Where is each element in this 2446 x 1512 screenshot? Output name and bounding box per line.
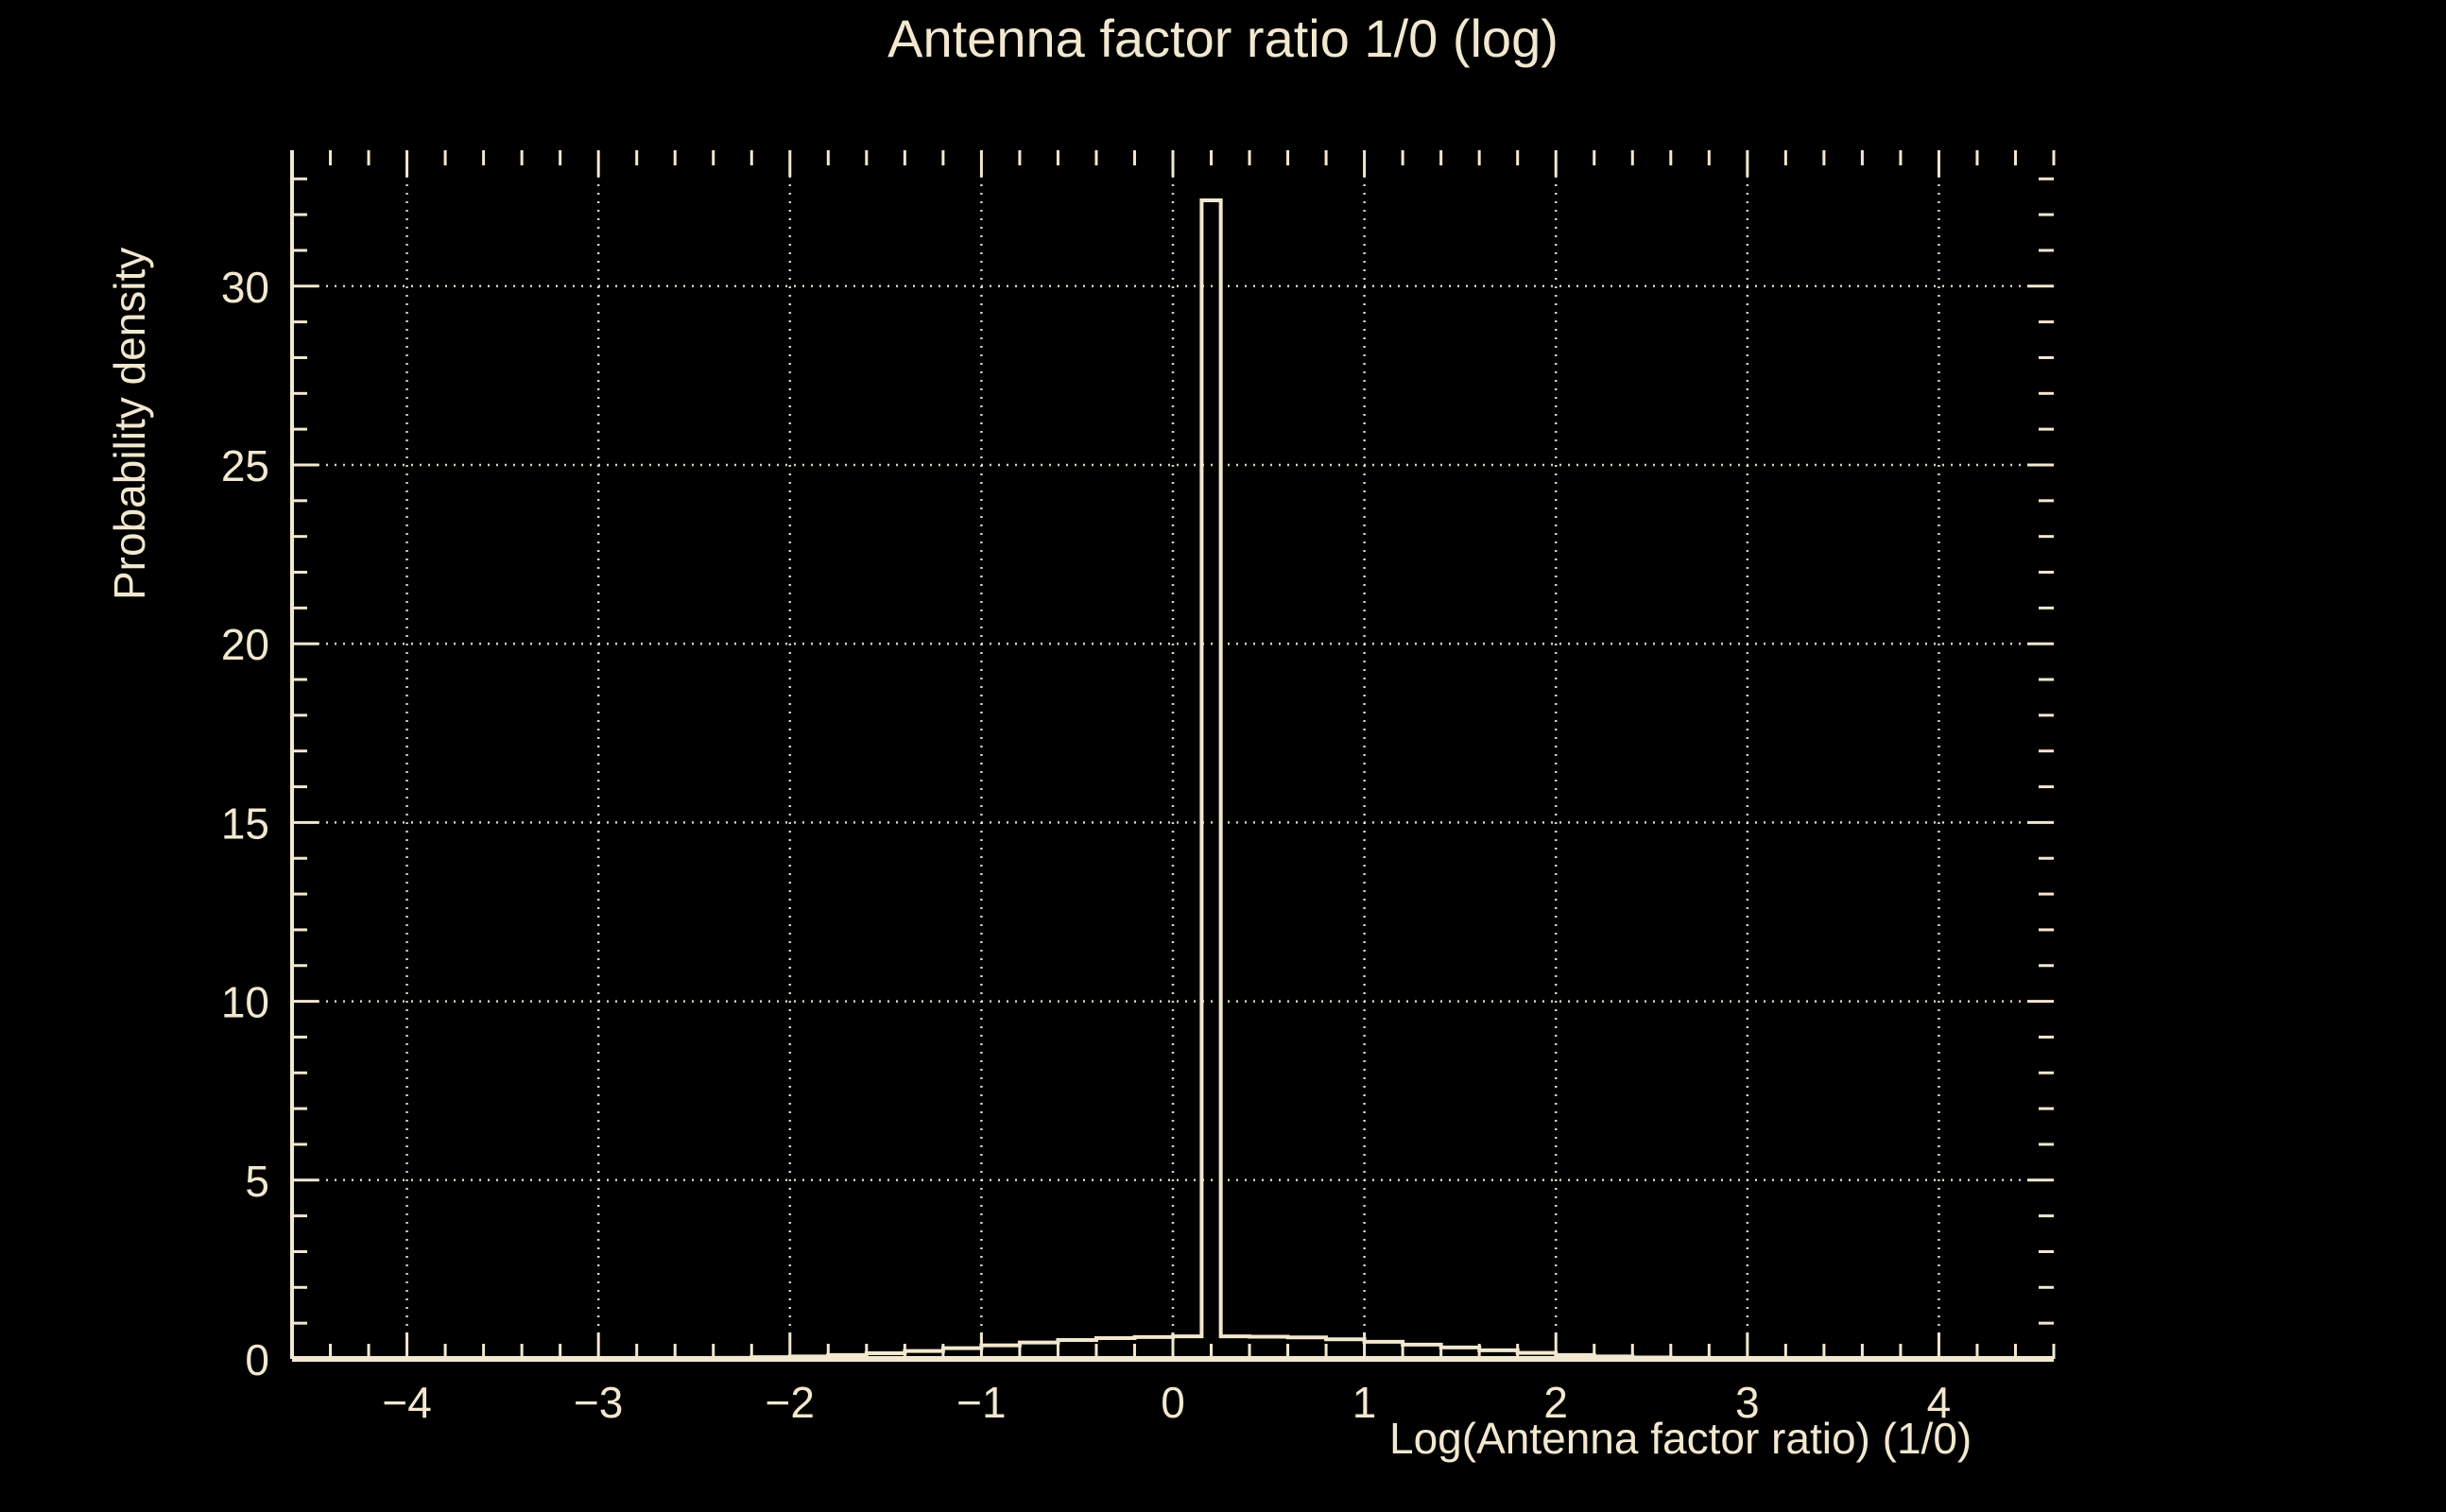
y-tick-label: 20 <box>221 620 269 669</box>
y-tick-label: 30 <box>221 263 269 312</box>
x-tick-label: 2 <box>1543 1378 1568 1427</box>
x-tick-label: 0 <box>1161 1378 1185 1427</box>
axis-ticks <box>292 150 2056 1361</box>
x-tick-label: −1 <box>956 1378 1006 1427</box>
x-tick-label: 4 <box>1927 1378 1952 1427</box>
x-tick-label: 3 <box>1735 1378 1760 1427</box>
chart-title: Antenna factor ratio 1/0 (log) <box>887 9 1559 68</box>
x-tick-label: −2 <box>766 1378 815 1427</box>
x-tick-label: −4 <box>382 1378 431 1427</box>
y-tick-label: 0 <box>245 1335 269 1384</box>
histogram-outline <box>292 198 2054 1361</box>
x-tick-label: 1 <box>1352 1378 1377 1427</box>
x-tick-label: −3 <box>574 1378 623 1427</box>
x-axis-label: Log(Antenna factor ratio) (1/0) <box>1389 1414 1972 1463</box>
y-tick-label: 25 <box>221 441 269 490</box>
gridlines <box>292 150 2054 1361</box>
y-tick-label: 5 <box>245 1157 269 1206</box>
y-tick-label: 15 <box>221 799 269 848</box>
y-tick-label: 10 <box>221 978 269 1027</box>
data-series-probability-density <box>292 198 2054 1361</box>
tick-labels: −4 −3 −2 −1 0 1 2 3 4 0 5 10 15 20 25 30 <box>221 263 1951 1427</box>
